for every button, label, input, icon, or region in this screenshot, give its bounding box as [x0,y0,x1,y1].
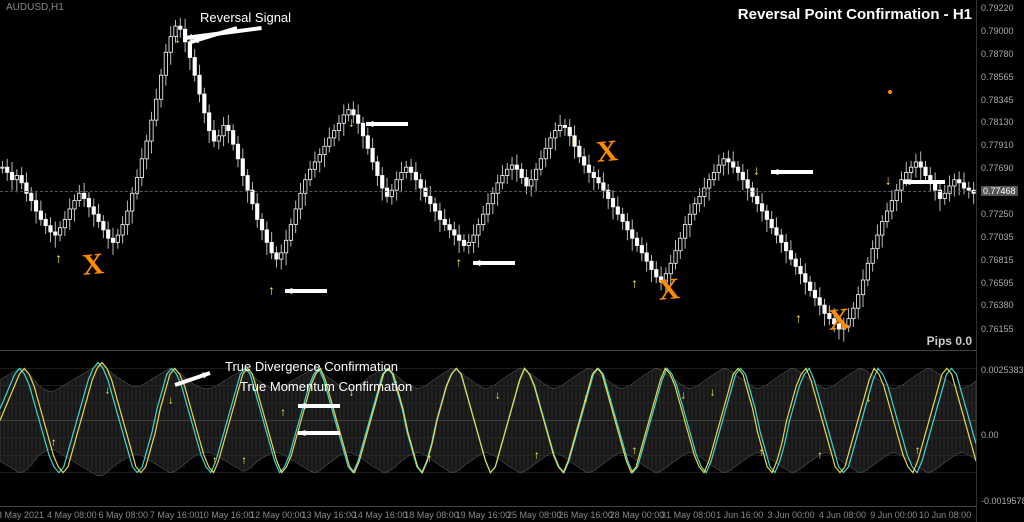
signal-up-icon: ↑ [915,446,921,457]
signal-up-icon: ↑ [759,448,765,459]
signal-down-icon: ↓ [571,134,578,147]
annotation-arrow-icon [167,365,218,393]
signal-down-icon: ↓ [866,394,872,405]
price-tick: 0.79000 [981,26,1014,36]
signal-up-icon: ↑ [51,438,57,449]
price-tick: 0.77250 [981,209,1014,219]
annotation-momentum: True Momentum Confirmation [240,379,412,394]
signal-up-icon: ↑ [212,456,218,467]
annotation-arrow-icon [277,283,335,299]
price-tick: 0.79220 [981,3,1014,13]
signal-up-icon: ↑ [455,256,462,269]
price-tick: 0.78345 [981,95,1014,105]
indicator-tick: -0.00195788 [981,496,1024,506]
pips-label: Pips 0.0 [927,334,972,348]
annotation-reversal-signal: Reversal Signal [200,10,291,25]
signal-up-icon: ↑ [631,277,638,290]
time-tick: 26 May 16:00 [558,510,613,520]
indicator-lines [0,351,976,490]
indicator-tick: 0.00 [981,430,999,440]
price-axis: 0.79220 0.79000 0.78780 0.78565 0.78345 0.781… [976,0,1024,522]
price-tick: 0.76155 [981,324,1014,334]
chart-container: AUDUSD,H1 Reversal Point Confirmation - … [0,0,1024,522]
signal-down-icon: ↓ [105,386,111,397]
signal-up-icon: ↑ [268,284,275,297]
price-tick: 0.76595 [981,278,1014,288]
time-tick: 3 May 2021 [0,510,44,520]
time-tick: 28 May 00:00 [610,510,665,520]
signal-down-icon: ↓ [753,164,760,177]
time-tick: 4 May 08:00 [47,510,97,520]
signal-up-icon: ↑ [632,446,638,457]
indicator-tick: 0.00253837 [981,365,1024,375]
time-tick: 4 Jun 08:00 [819,510,866,520]
time-tick: 9 Jun 00:00 [870,510,917,520]
price-tick: 0.77035 [981,232,1014,242]
signal-down-icon: ↓ [583,394,589,405]
price-tick: 0.78130 [981,117,1014,127]
annotation-arrow-icon [895,174,953,190]
signal-down-icon: ↓ [885,174,892,187]
annotation-arrow-icon [290,425,348,441]
signal-up-icon: ↑ [795,312,802,325]
annotation-arrow-icon [465,255,523,271]
price-tick: 0.76380 [981,300,1014,310]
annotation-arrow-icon [763,164,821,180]
signal-down-icon: ↓ [348,116,355,129]
signal-up-icon: ↑ [534,451,540,462]
signal-down-icon: ↓ [710,388,716,399]
annotation-arrow-icon [290,398,348,414]
annotation-divergence: True Divergence Confirmation [225,359,398,374]
x-mark-icon: X [827,302,852,338]
signal-up-icon: ↑ [427,454,433,465]
time-tick: 6 May 08:00 [99,510,149,520]
orange-dot-icon [888,90,892,94]
time-tick: 13 May 16:00 [301,510,356,520]
price-tick: 0.77910 [981,140,1014,150]
price-tick: 0.78780 [981,49,1014,59]
indicator-panel[interactable]: ↑↓↓↑↑↑↓↑↓↑↓↑↓↓↑↑↓↑ True Divergence Confi… [0,351,976,506]
signal-up-icon: ↑ [55,252,62,265]
current-price-line [0,191,976,192]
time-tick: 18 May 08:00 [404,510,459,520]
price-tick: 0.77468 [981,186,1018,196]
signal-up-icon: ↑ [817,451,823,462]
time-tick: 1 Jun 16:00 [716,510,763,520]
signal-down-icon: ↓ [680,391,686,402]
signal-up-icon: ↑ [280,408,286,419]
price-tick: 0.78565 [981,72,1014,82]
time-tick: 3 Jun 00:00 [768,510,815,520]
price-tick: 0.77690 [981,163,1014,173]
price-tick: 0.76815 [981,255,1014,265]
time-tick: 10 Jun 08:00 [919,510,971,520]
time-tick: 10 May 16:00 [199,510,254,520]
time-tick: 14 May 16:00 [353,510,408,520]
x-mark-icon: X [656,272,681,308]
time-tick: 7 May 16:00 [150,510,200,520]
time-tick: 25 May 08:00 [507,510,562,520]
signal-up-icon: ↑ [241,456,247,467]
time-tick: 12 May 00:00 [250,510,305,520]
time-tick: 31 May 08:00 [661,510,716,520]
x-mark-icon: X [80,247,105,283]
price-panel[interactable]: ↑↓↑↓↑↓↑↓↑↓ XXXX [0,0,976,350]
time-tick: 19 May 16:00 [456,510,511,520]
annotation-arrow-icon [358,116,416,132]
signal-down-icon: ↓ [495,391,501,402]
signal-down-icon: ↓ [168,396,174,407]
x-mark-icon: X [595,134,620,170]
time-axis: 3 May 20214 May 08:006 May 08:007 May 16… [0,506,976,522]
price-candles [0,0,976,350]
